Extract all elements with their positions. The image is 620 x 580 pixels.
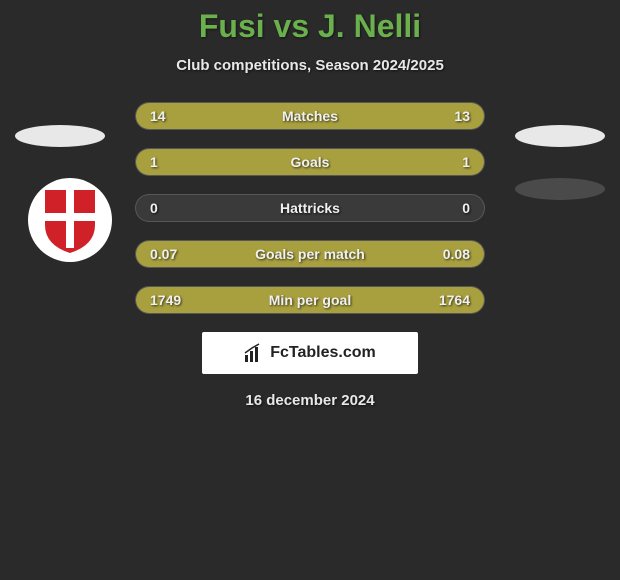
stat-label: Min per goal (181, 292, 439, 308)
chart-icon (244, 343, 264, 363)
page-title: Fusi vs J. Nelli (0, 0, 620, 45)
stats-container: 14Matches13 1Goals1 0Hattricks0 0.07Goals p… (135, 102, 485, 314)
stat-row: 0Hattricks0 (135, 194, 485, 222)
stat-value-right: 13 (454, 108, 484, 124)
stat-value-left: 14 (136, 108, 166, 124)
stat-label: Matches (166, 108, 455, 124)
stat-value-right: 1 (462, 154, 484, 170)
stat-label: Goals (158, 154, 462, 170)
player-left-badge (15, 125, 105, 147)
stat-value-left: 1 (136, 154, 158, 170)
stat-row: 1749Min per goal1764 (135, 286, 485, 314)
stat-row: 0.07Goals per match0.08 (135, 240, 485, 268)
stat-label: Goals per match (177, 246, 443, 262)
player-right-badge-2 (515, 178, 605, 200)
stat-row: 1Goals1 (135, 148, 485, 176)
club-badge (28, 178, 112, 262)
stat-label: Hattricks (158, 200, 462, 216)
stat-value-left: 0 (136, 200, 158, 216)
subtitle: Club competitions, Season 2024/2025 (0, 57, 620, 74)
player-right-badge (515, 125, 605, 147)
watermark: FcTables.com (202, 332, 418, 374)
stat-value-right: 1764 (439, 292, 484, 308)
stat-value-right: 0 (462, 200, 484, 216)
date-label: 16 december 2024 (0, 392, 620, 409)
stat-value-left: 1749 (136, 292, 181, 308)
watermark-text: FcTables.com (270, 344, 376, 362)
stat-value-left: 0.07 (136, 246, 177, 262)
shield-icon (40, 185, 100, 255)
stat-row: 14Matches13 (135, 102, 485, 130)
stat-value-right: 0.08 (443, 246, 484, 262)
